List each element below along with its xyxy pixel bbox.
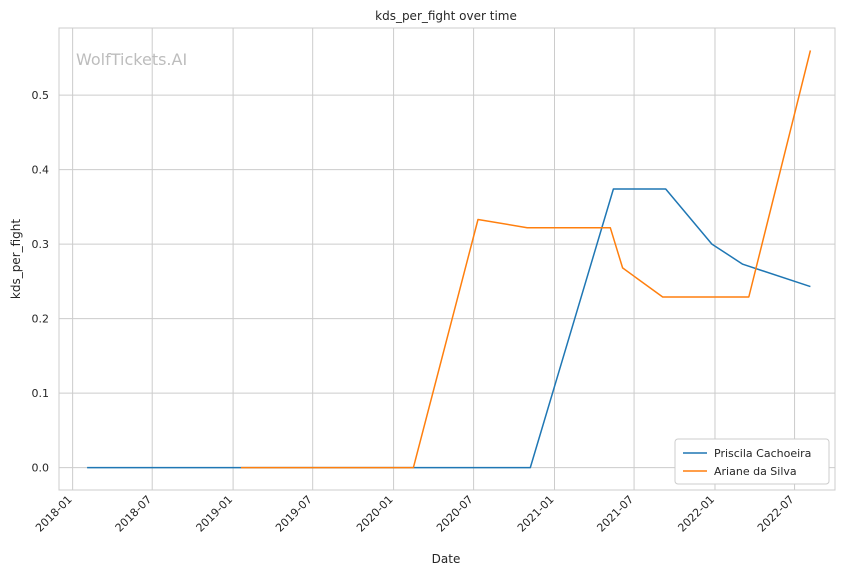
- y-tick-label: 0.1: [32, 387, 50, 400]
- y-axis-ticks: 0.0 0.1 0.2 0.3 0.4 0.5: [32, 89, 50, 475]
- y-axis-title: kds_per_fight: [9, 219, 23, 300]
- y-tick-label: 0.2: [32, 313, 50, 326]
- y-tick-label: 0.0: [32, 462, 50, 475]
- y-tick-label: 0.3: [32, 238, 50, 251]
- legend: Priscila Cachoeira Ariane da Silva: [674, 438, 830, 485]
- plot-area: [58, 27, 836, 491]
- x-tick-label: 2020-07: [434, 493, 476, 535]
- series-line-1: [241, 50, 812, 469]
- y-tick-label: 0.5: [32, 89, 50, 102]
- y-tick-label: 0.4: [32, 164, 50, 177]
- series-line-0: [87, 188, 811, 469]
- series-lines: [87, 50, 812, 469]
- x-tick-label: 2019-07: [273, 493, 315, 535]
- x-tick-label: 2022-01: [675, 493, 717, 535]
- x-tick-label: 2021-01: [515, 493, 557, 535]
- grid-lines: [59, 28, 835, 490]
- legend-label: Priscila Cachoeira: [714, 447, 811, 460]
- x-tick-label: 2021-07: [594, 493, 636, 535]
- x-tick-label: 2018-01: [33, 493, 75, 535]
- x-tick-label: 2018-07: [113, 493, 155, 535]
- legend-box: [674, 438, 830, 485]
- watermark: WolfTickets.AI: [76, 50, 187, 69]
- x-axis-ticks: 2018-01 2018-07 2019-01 2019-07 2020-01 2020-…: [33, 493, 797, 535]
- x-tick-label: 2020-01: [354, 493, 396, 535]
- x-axis-title: Date: [432, 552, 461, 566]
- x-tick-label: 2019-01: [194, 493, 236, 535]
- x-tick-label: 2022-07: [755, 493, 797, 535]
- chart-title: kds_per_fight over time: [375, 9, 517, 23]
- legend-label: Ariane da Silva: [714, 465, 797, 478]
